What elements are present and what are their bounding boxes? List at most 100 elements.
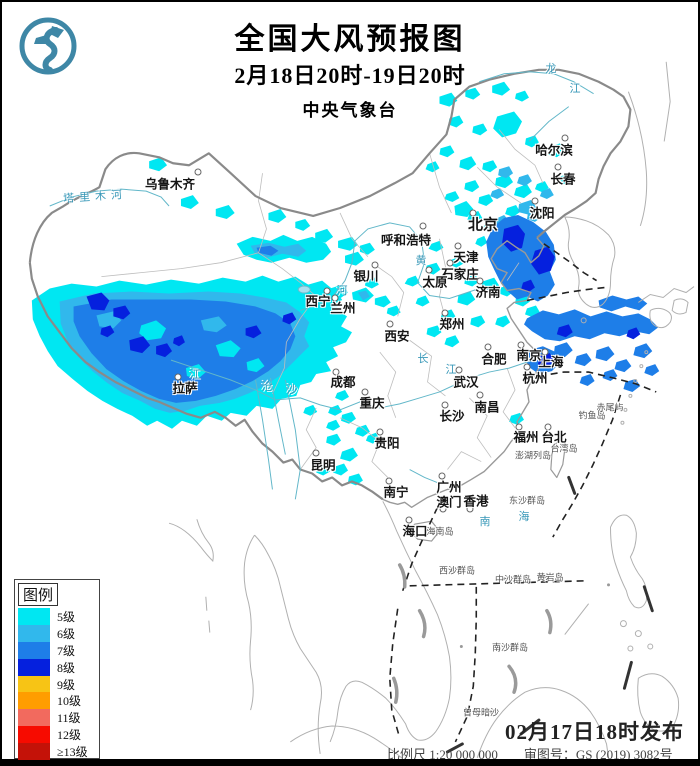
city-marker-dot [454,242,462,250]
city-label: 兰州 [330,301,356,316]
legend-color-swatch [18,675,50,693]
city-label: 西安 [384,329,410,344]
water-label: 河 [336,285,348,297]
city-marker-dot [541,348,549,356]
legend-item-label: 10级 [57,694,82,709]
legend-item: 11级 [18,709,99,727]
bottom-border-bar [2,759,698,764]
city-label: 北京 [467,217,499,234]
city-label: 拉萨 [172,381,198,396]
legend-item: 6级 [18,624,99,642]
city-marker-dot [476,391,484,399]
legend-item-label: 8级 [57,660,76,675]
city-label: 武汉 [453,375,479,390]
national-border [28,68,632,542]
water-label: 江 [569,83,581,95]
agency-name: 中央气象台 [302,101,398,120]
legend-title: 图例 [18,583,59,606]
city-label: 乌鲁木齐 [144,177,196,192]
city-marker-dot [544,423,552,431]
city-label: 南宁 [383,485,409,500]
city-marker-dot [385,477,393,485]
legend-item: 7级 [18,641,99,659]
legend-item-label: 7级 [57,643,76,658]
island-label: 澎湖列岛 [514,450,552,461]
city-label: 香港 [463,494,489,509]
city-label: 广州 [436,480,462,495]
city-marker-dot [425,266,433,274]
island-label: 赤尾屿 [596,402,624,413]
island-label: 中沙群岛 [494,574,532,585]
city-marker-dot [561,134,569,142]
city-marker-dot [332,368,340,376]
legend-item: 5级 [18,608,99,625]
city-label: 银川 [353,269,379,284]
city-marker-dot [386,320,394,328]
legend-item-label: 12级 [57,728,82,743]
city-label: 郑州 [439,317,465,332]
city-label: 福州 [513,430,539,445]
city-label: 石家庄 [441,267,479,282]
city-marker-dot [371,261,379,269]
city-marker-dot [515,423,523,431]
approval-number: 审图号：GS (2019) 3082号 [523,747,673,762]
city-marker-dot [455,366,463,374]
ridge-symbols [392,563,553,704]
island-label: 西沙群岛 [438,565,476,576]
wind-region-layer-8 [86,224,641,368]
legend-box: 图例 5级 6级 7级 8级 9级 10级 11级 12级 ≥13级 [14,579,100,761]
legend-color-swatch [18,658,50,676]
legend-color-swatch [18,608,50,625]
city-label: 海口 [402,524,428,539]
page-title: 全国大风预报图 [234,23,466,56]
island-label: 台湾岛 [550,443,578,454]
city-marker-dot [194,168,202,176]
city-label: 南京 [516,348,542,363]
city-marker-dot [446,259,454,267]
city-label: 长春 [550,172,576,187]
water-label: 海 [518,511,530,523]
city-marker-dot [554,163,562,171]
city-label: 成都 [330,375,356,390]
island-label: 海南岛 [426,526,454,537]
city-label: 南昌 [474,400,500,415]
city-marker-dot [439,505,447,513]
city-label: 贵阳 [374,436,400,451]
legend-color-swatch [18,624,50,642]
island-label: 曾母暗沙 [462,707,500,718]
water-label: 江 [445,364,457,376]
island-label: 钓鱼岛 [578,410,606,421]
rivers [49,71,594,500]
legend-color-swatch [18,709,50,727]
city-label: 长沙 [439,409,465,424]
city-marker-dot [174,373,182,381]
legend-rows: 5级 6级 7级 8级 9级 10级 11级 12级 ≥13级 [15,608,99,761]
city-marker-dot [438,472,446,480]
legend-item: 9级 [18,675,99,693]
city-marker-dot [531,197,539,205]
city-marker-dot [441,401,449,409]
nine-dash-segments [445,475,654,754]
city-label: 哈尔滨 [535,143,573,158]
forecast-date-range: 2月18日20时-19日20时 [234,63,466,88]
city-label: 沈阳 [529,206,555,221]
legend-color-swatch [18,743,50,761]
island-label: 南沙群岛 [491,642,529,653]
city-marker-dot [517,341,525,349]
city-marker-dot [484,343,492,351]
legend-item-label: 6级 [57,626,76,641]
cma-dragon-logo-icon [19,17,77,75]
water-label: 沧 [261,381,273,393]
water-label: 龙 [545,63,557,75]
island-label: 黄岩岛 [536,572,564,583]
city-label: 台北 [541,430,567,445]
legend-item-label: 5级 [57,609,76,624]
legend-item-label: 11级 [57,711,81,726]
city-label: 呼和浩特 [380,233,432,248]
foreign-coastlines [168,61,695,759]
water-label: 长 [417,353,429,365]
city-marker-dot [523,363,531,371]
city-label: 济南 [475,285,501,300]
